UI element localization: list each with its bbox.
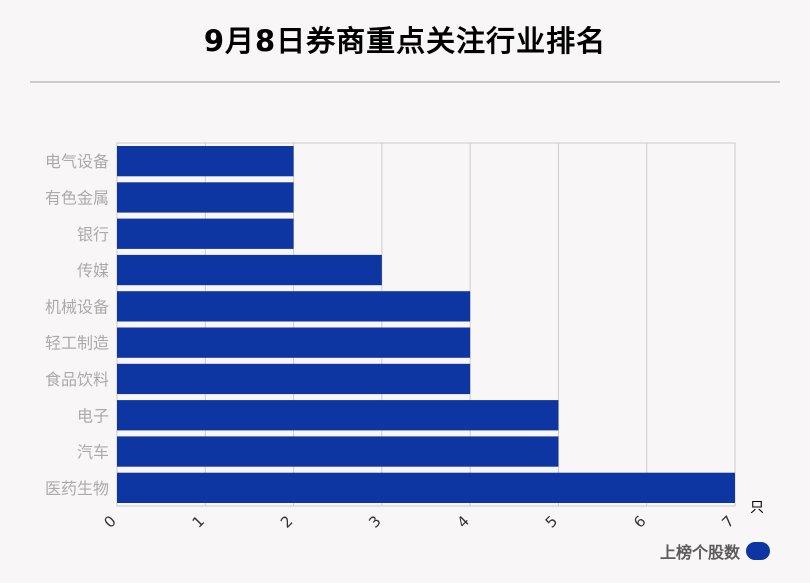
category-label: 轻工制造 xyxy=(45,334,109,353)
category-label: 电气设备 xyxy=(45,152,109,171)
x-tick-label: 3 xyxy=(365,512,384,531)
bar[interactable] xyxy=(117,218,294,249)
x-unit-label: 只 xyxy=(750,500,764,516)
chart-title: 9月8日券商重点关注行业排名 xyxy=(203,24,607,58)
legend-label: 上榜个股数 xyxy=(660,543,741,562)
bar[interactable] xyxy=(117,327,471,358)
category-label: 有色金属 xyxy=(45,188,109,207)
bar[interactable] xyxy=(117,363,471,395)
category-label: 汽车 xyxy=(77,443,109,462)
x-tick-label: 1 xyxy=(189,512,208,531)
bar[interactable] xyxy=(117,400,559,431)
legend[interactable]: 上榜个股数 xyxy=(660,540,771,562)
x-tick-label: 6 xyxy=(630,512,649,531)
bars xyxy=(117,146,735,503)
bar[interactable] xyxy=(117,146,294,177)
category-label: 医药生物 xyxy=(45,479,109,498)
bar[interactable] xyxy=(117,182,294,213)
category-label: 电子 xyxy=(77,406,109,425)
x-tick-label: 4 xyxy=(453,512,472,531)
x-tick-labels: 0 1 2 3 4 5 6 7 xyxy=(100,512,737,531)
x-tick-label: 0 xyxy=(100,512,119,531)
x-tick-label: 5 xyxy=(542,512,561,531)
category-label: 食品饮料 xyxy=(45,370,109,389)
bar[interactable] xyxy=(117,472,735,503)
x-tick-label: 2 xyxy=(277,512,296,531)
category-label: 传媒 xyxy=(77,261,109,280)
bar[interactable] xyxy=(117,436,559,467)
bar[interactable] xyxy=(117,291,471,322)
title-divider xyxy=(30,81,780,83)
category-label: 银行 xyxy=(77,225,109,244)
legend-swatch xyxy=(746,542,771,560)
bar[interactable] xyxy=(117,254,382,286)
x-tick-label: 7 xyxy=(718,512,737,531)
category-label: 机械设备 xyxy=(45,297,109,316)
